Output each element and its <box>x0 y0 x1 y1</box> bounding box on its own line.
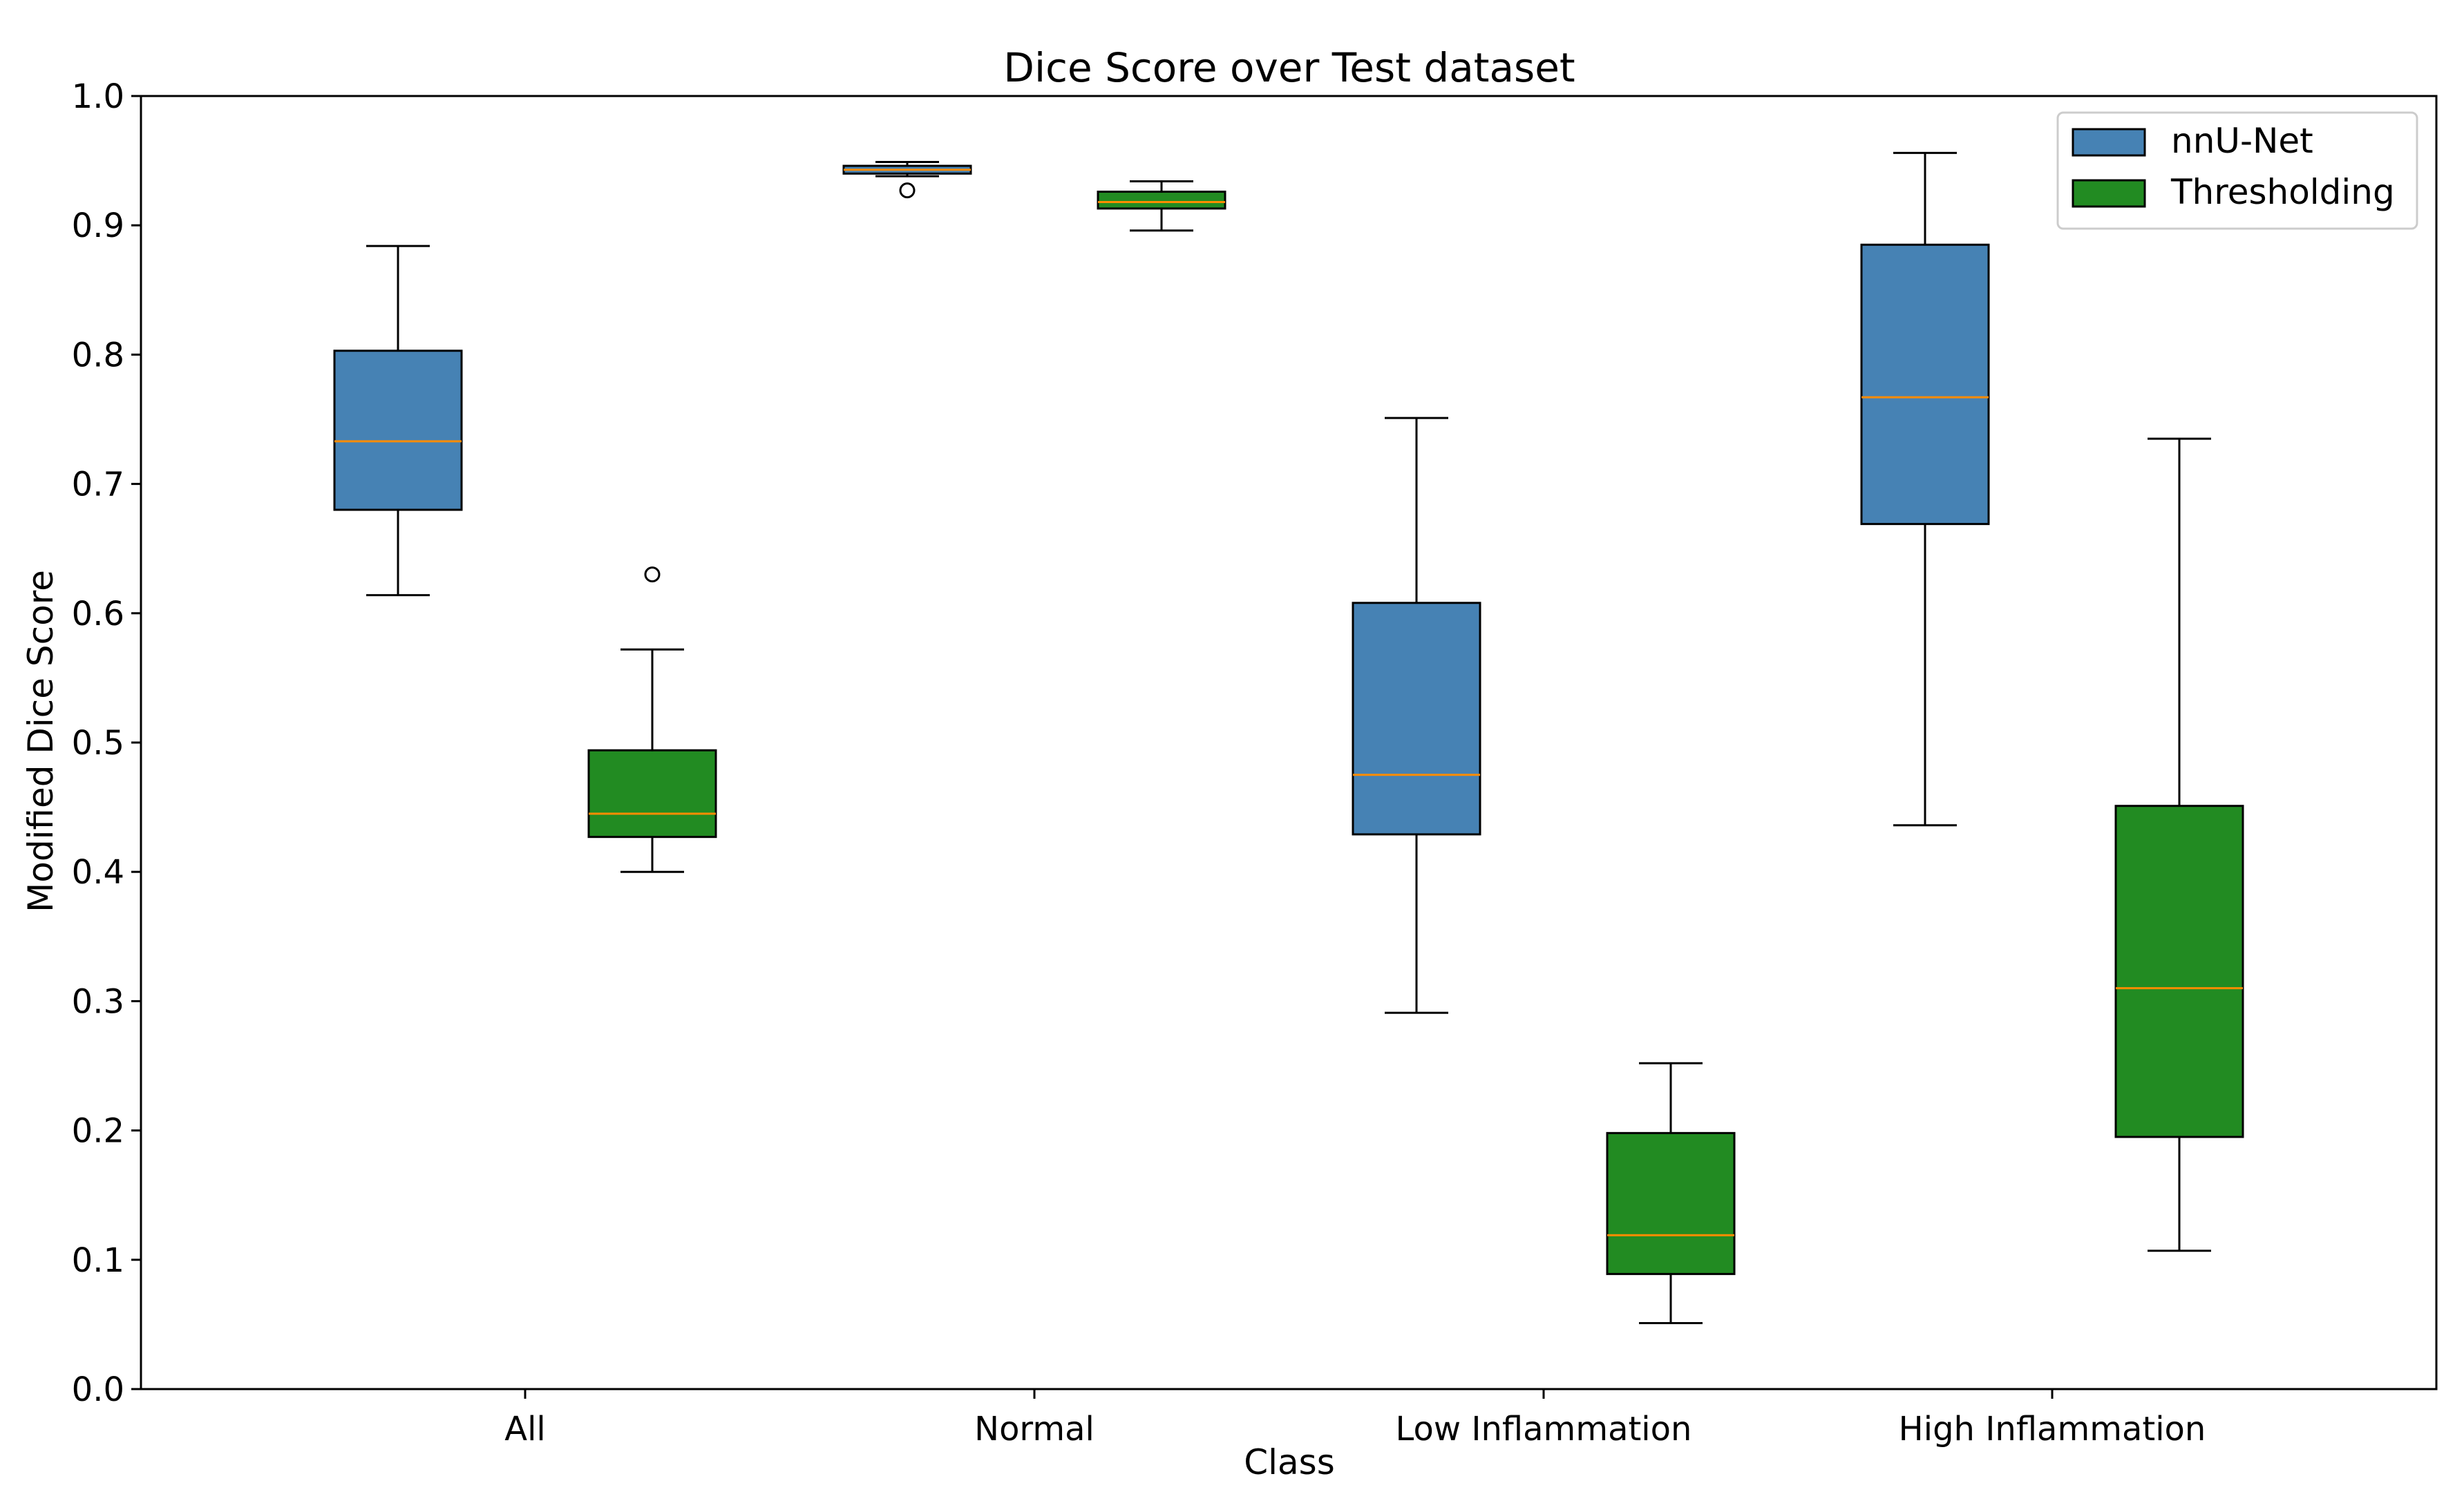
y-tick-label: 0.4 <box>72 853 124 892</box>
y-tick-label: 0.7 <box>72 466 124 504</box>
y-tick-label: 0.3 <box>72 982 124 1021</box>
iqr-box <box>1606 1131 1736 1275</box>
plot-frame <box>140 95 2438 1390</box>
y-tick-label: 0.1 <box>72 1241 124 1280</box>
y-tick-label: 0.8 <box>72 336 124 374</box>
legend-label: Thresholding <box>2170 172 2395 212</box>
legend: nnU-Net Thresholding <box>2056 111 2418 230</box>
y-tick-label: 1.0 <box>72 77 124 116</box>
legend-label: nnU-Net <box>2171 121 2313 161</box>
x-axis-label: Class <box>1244 1442 1335 1482</box>
y-tick-label: 0.2 <box>72 1112 124 1151</box>
iqr-box <box>1352 602 1481 836</box>
x-tick-label: All <box>504 1410 546 1448</box>
iqr-box <box>333 350 463 511</box>
y-tick-label: 0.0 <box>72 1370 124 1409</box>
box-nnu-net-normal <box>842 160 972 199</box>
x-tick-label: Low Inflammation <box>1396 1410 1692 1448</box>
legend-swatch <box>2072 128 2146 157</box>
y-tick-label: 0.6 <box>72 595 124 633</box>
box-thresholding-normal <box>1097 180 1226 232</box>
box-nnu-net-all <box>333 245 463 597</box>
chart-title: Dice Score over Test dataset <box>1003 44 1575 91</box>
y-tick-label: 0.9 <box>72 207 124 245</box>
x-tick-label: Normal <box>974 1410 1094 1448</box>
box-thresholding-high-inflammation <box>2114 437 2244 1252</box>
box-nnu-net-high-inflammation <box>1860 151 1990 827</box>
y-tick-label: 0.5 <box>72 724 124 763</box>
iqr-box <box>1860 243 1990 526</box>
legend-swatch <box>2072 179 2146 208</box>
box-nnu-net-low-inflammation <box>1352 417 1481 1014</box>
iqr-box <box>1097 191 1226 210</box>
outlier-point <box>899 182 916 199</box>
plot-area: 0.0 0.1 0.2 0.3 0.4 0.5 0.6 0.7 0.8 0.9 1.0 All Norm… <box>72 77 2438 1448</box>
outlier-point <box>644 566 661 583</box>
iqr-box <box>2114 805 2244 1138</box>
iqr-box <box>587 749 717 839</box>
x-tick-label: High Inflammation <box>1899 1410 2206 1448</box>
box-thresholding-low-inflammation <box>1606 1062 1736 1325</box>
box-thresholding-all <box>587 566 717 873</box>
legend-frame <box>2056 111 2418 230</box>
y-axis-label: Modified Dice Score <box>21 570 61 912</box>
